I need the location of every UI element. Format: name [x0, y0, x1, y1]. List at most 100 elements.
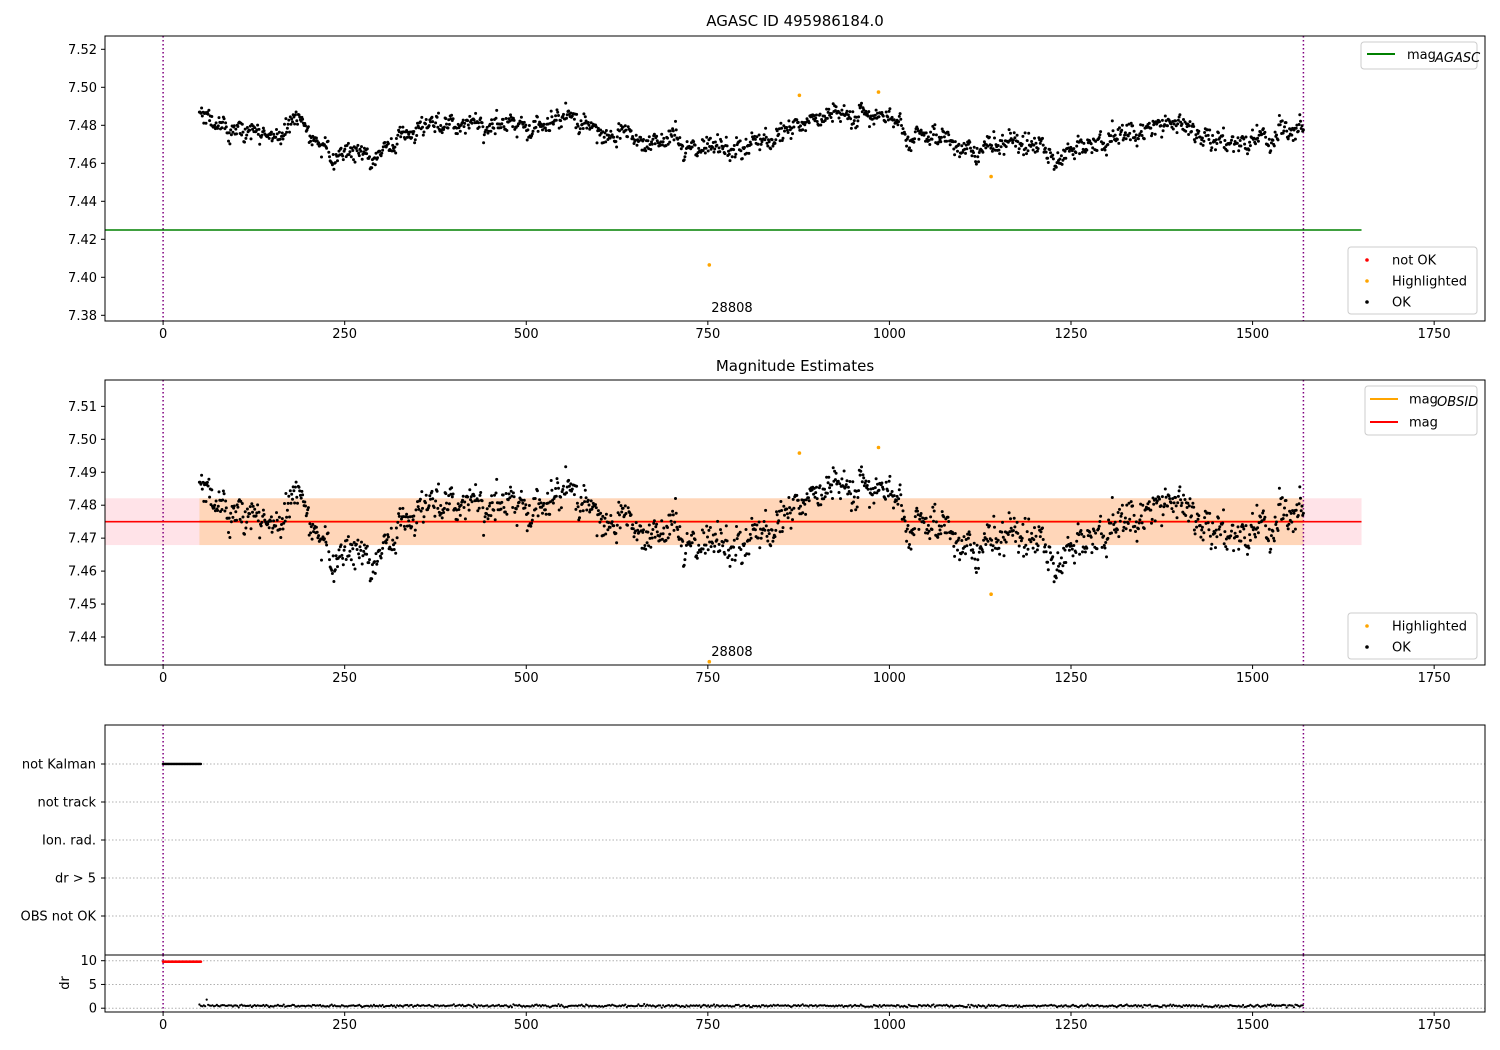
agasc-ok-point [957, 142, 961, 146]
dr-point [641, 1004, 644, 1007]
mag-ok-point [599, 517, 603, 521]
mag-ok-point [1160, 524, 1164, 528]
mag-ok-point [1133, 524, 1137, 528]
mag-ok-point [776, 521, 780, 525]
agasc-ok-point [1109, 134, 1113, 138]
agasc-ok-point [527, 124, 531, 127]
mag-ok-point [1128, 528, 1132, 532]
mag-ok-point [296, 501, 299, 505]
agasc-ok-point [440, 131, 444, 135]
mag-ok-point [317, 534, 321, 538]
mag-ok-point [1294, 508, 1298, 512]
agasc-ok-point [584, 119, 588, 123]
mag-ok-point [1094, 531, 1098, 535]
agasc-ok-point [1207, 138, 1211, 141]
mag-ok-point [1242, 527, 1246, 531]
mag-ok-point [827, 475, 831, 479]
mag-ok-point [1058, 562, 1062, 566]
mag-ok-point [873, 491, 877, 495]
agasc-ok-point [774, 138, 778, 142]
agasc-ok-point [640, 148, 644, 152]
mag-ok-point [975, 543, 979, 547]
mag-ok-point [288, 489, 292, 493]
agasc-ok-point [713, 147, 717, 151]
agasc-ok-point [410, 136, 414, 140]
agasc-ok-point [1032, 143, 1036, 147]
agasc-ok-point [221, 120, 225, 124]
agasc-ok-point [849, 126, 853, 130]
agasc-ok-point [624, 128, 628, 132]
mag-ok-point [1214, 528, 1218, 532]
dr-point [699, 1006, 703, 1009]
mag-ok-point [229, 511, 233, 515]
agasc-ok-point [1058, 157, 1062, 161]
mag-ok-point [896, 502, 900, 506]
agasc-ok-point [477, 121, 480, 125]
agasc-ok-point [1247, 148, 1251, 152]
mag-ok-point [965, 544, 969, 548]
agasc-ok-point [1123, 133, 1127, 137]
mag-ok-point [414, 508, 418, 512]
agasc-ok-point [288, 130, 291, 134]
agasc-ok-point [603, 131, 607, 135]
mag-ok-point [618, 513, 621, 517]
agasc-ok-point [1293, 137, 1297, 141]
dr-point [281, 1005, 284, 1008]
mag-ok-point [407, 519, 411, 523]
mag-ok-point [870, 493, 874, 497]
mag-ok-point [673, 520, 677, 524]
mag-ytick-label: 7.49 [68, 466, 97, 481]
mag-ok-point [1184, 514, 1188, 517]
agasc-ok-point [408, 130, 412, 134]
agasc-ok-point [639, 135, 643, 139]
mag-ok-point [557, 486, 560, 490]
agasc-ok-point [418, 120, 422, 124]
agasc-ok-point [359, 149, 363, 153]
mag-ok-point [221, 498, 225, 502]
mag-ok-point [352, 541, 356, 544]
agasc-ok-point [424, 122, 427, 126]
mag-ok-point [1168, 497, 1172, 501]
agasc-ok-point [277, 130, 281, 134]
mag-ok-point [1105, 555, 1108, 559]
mag-ok-point [417, 507, 421, 511]
mag-ok-point [905, 527, 909, 531]
mag-ok-point [970, 556, 974, 560]
mag-ok-point [204, 500, 208, 503]
agasc-ok-point [702, 139, 706, 143]
agasc-ok-point [1132, 129, 1136, 133]
dr-frame [104, 954, 1486, 1013]
mag-ok-point [684, 543, 688, 547]
dr-point [965, 1005, 969, 1009]
mag-ok-point [781, 526, 785, 530]
mag-ok-point [977, 550, 981, 554]
agasc-ok-point [1216, 131, 1220, 135]
mag-ok-point [915, 506, 919, 510]
dr-point [476, 1006, 479, 1009]
agasc-ok-point [531, 129, 535, 133]
mag-ok-point [479, 491, 483, 494]
mag-ok-point [610, 520, 614, 524]
mag-ok-point [830, 483, 834, 487]
mag-ok-point [410, 525, 414, 529]
agasc-ok-point [1011, 138, 1015, 142]
mag-ok-point [235, 518, 238, 522]
mag-ok-point [674, 511, 678, 515]
mag-ok-point [374, 552, 378, 556]
dr-point [747, 1004, 751, 1007]
mag-ok-point [392, 548, 396, 551]
mag-ok-point [246, 515, 250, 519]
mag-ok-point [775, 510, 778, 514]
agasc-ok-point [786, 131, 790, 134]
agasc-ok-point [240, 133, 244, 137]
mag-ok-point [353, 567, 357, 571]
agasc-ok-point [872, 122, 876, 126]
agasc-ok-point [1200, 136, 1204, 140]
mag-ok-point [977, 566, 980, 570]
agasc-ok-point [1273, 130, 1277, 134]
agasc-ok-point [421, 133, 425, 137]
agasc-ok-point [829, 116, 833, 119]
mag-ok-point [509, 485, 512, 489]
agasc-ok-point [458, 129, 462, 133]
mag-ok-point [1117, 535, 1121, 539]
